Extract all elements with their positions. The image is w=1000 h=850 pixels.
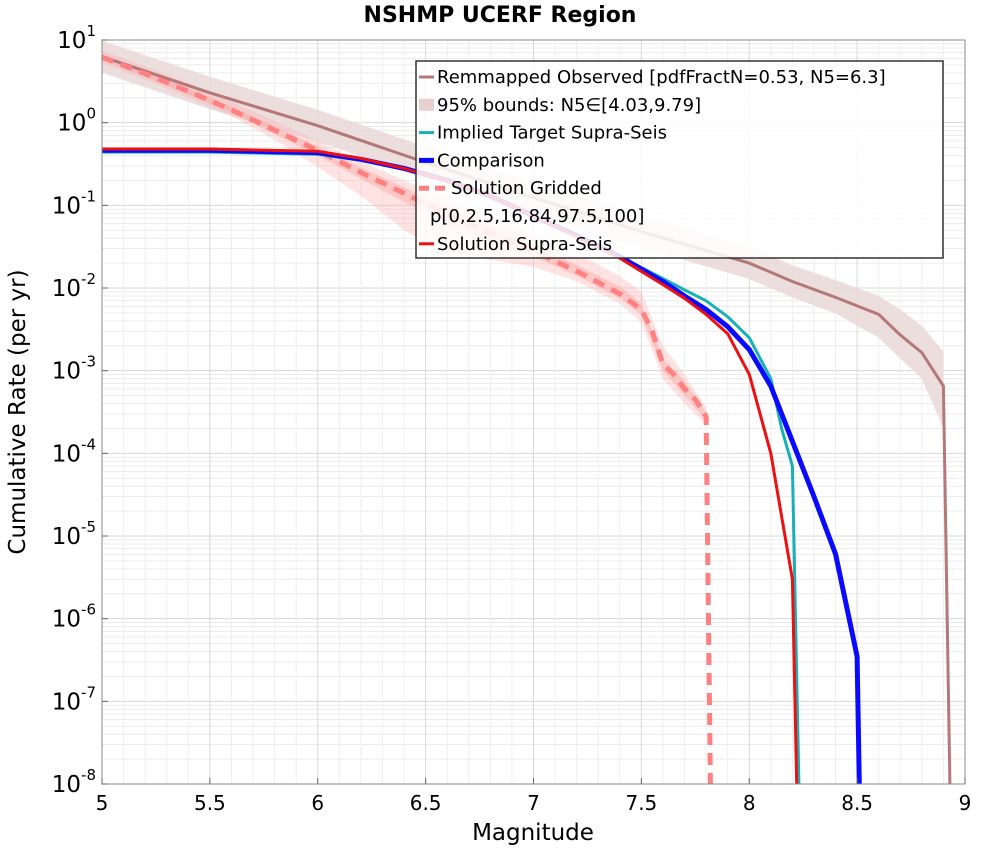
x-tick-label: 5: [96, 791, 109, 815]
x-tick-label: 9: [959, 791, 972, 815]
x-tick-label: 6.5: [410, 791, 442, 815]
legend-label: Remmapped Observed [pdfFractN=0.53, N5=6…: [437, 67, 886, 88]
y-tick-label: 10-2: [52, 270, 96, 302]
y-tick-label: 10-1: [52, 187, 96, 219]
bands: [102, 40, 944, 429]
y-tick-label: 100: [57, 105, 96, 137]
x-tick-label: 6: [311, 791, 324, 815]
legend-label: Solution Supra-Seis: [437, 234, 612, 255]
y-tick-label: 10-7: [52, 683, 96, 715]
y-tick-label: 10-3: [52, 353, 96, 385]
axis-ticks: 5 5.5 6 6.5 7 7.5 8 8.5 9 101 100 10-1 10-2 10-3 10-4 1…: [52, 22, 972, 815]
legend-label: Implied Target Supra-Seis: [437, 123, 667, 144]
x-tick-label: 5.5: [194, 791, 226, 815]
legend-swatch: [419, 98, 434, 111]
series-line-observed: [101, 55, 952, 785]
x-tick-label: 8: [743, 791, 756, 815]
series-line-gridded: [101, 54, 713, 785]
y-tick-label: 10-8: [52, 766, 96, 798]
chart-title: NSHMP UCERF Region: [364, 3, 637, 28]
y-tick-label: 101: [57, 22, 96, 54]
legend: Remmapped Observed [pdfFractN=0.53, N5=6…: [415, 60, 944, 259]
x-tick-label: 7: [527, 791, 540, 815]
legend-label: p[0,2.5,16,84,97.5,100]: [430, 206, 644, 227]
y-axis-label: Cumulative Rate (per yr): [5, 269, 31, 554]
x-tick-label: 8.5: [841, 791, 873, 815]
x-axis-label: Magnitude: [472, 820, 594, 846]
observed-bounds-band: [102, 40, 944, 429]
legend-label: Comparison: [437, 150, 545, 171]
legend-box: [415, 60, 944, 259]
x-tick-label: 7.5: [625, 791, 657, 815]
y-tick-label: 10-4: [52, 435, 96, 467]
y-tick-label: 10-6: [52, 601, 96, 633]
y-tick-label: 10-5: [52, 518, 96, 550]
legend-label: Solution Gridded: [451, 178, 602, 199]
legend-label: 95% bounds: N5∈[4.03,9.79]: [437, 95, 701, 116]
